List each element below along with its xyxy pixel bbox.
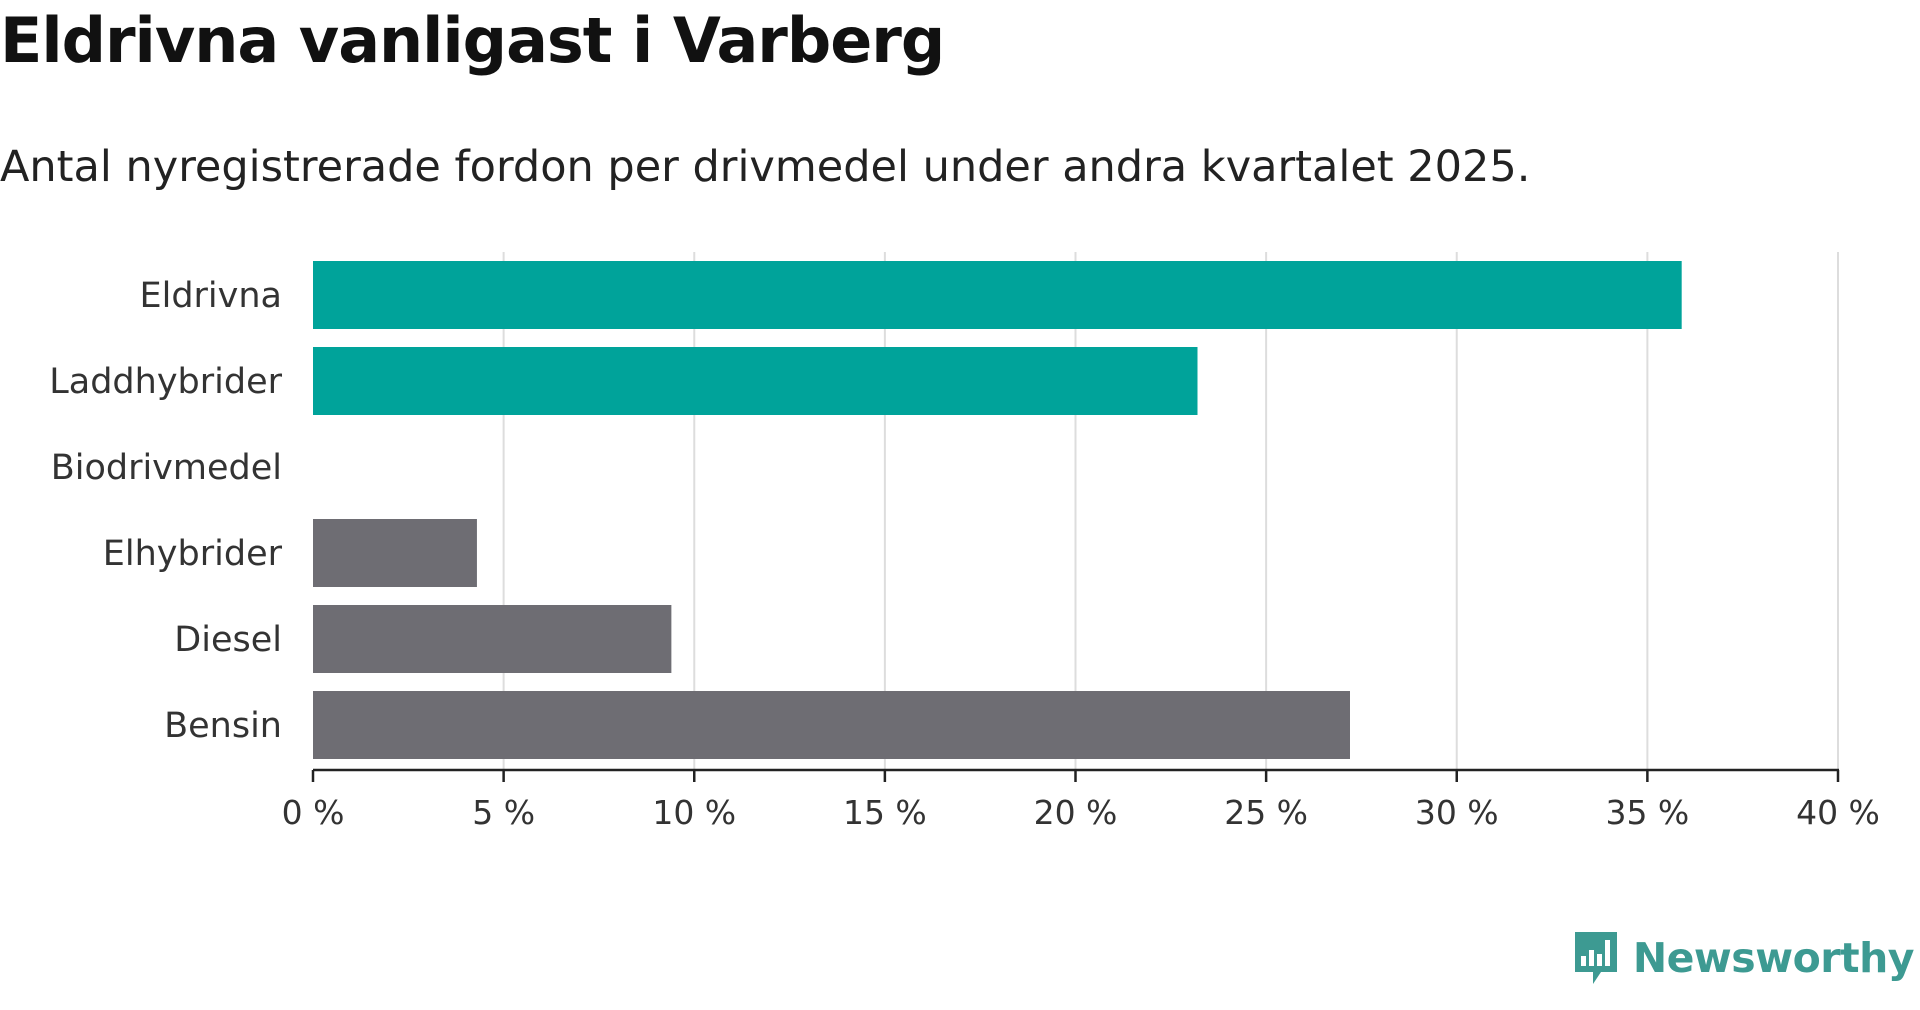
- x-tick-label: 25 %: [1224, 793, 1308, 832]
- bar-chart: Eldrivna Laddhybrider Biodrivmedel Elhybrid…: [49, 252, 1880, 832]
- category-label: Diesel: [174, 620, 282, 660]
- category-label: Biodrivmedel: [51, 448, 282, 488]
- gridlines: [502, 252, 1839, 770]
- bar: [313, 347, 1198, 415]
- x-tick-label: 5 %: [472, 793, 535, 832]
- x-tick-label: 10 %: [652, 793, 736, 832]
- category-label: Elhybrider: [103, 534, 283, 574]
- category-label: Eldrivna: [139, 276, 282, 316]
- brand-name: Newsworthy: [1632, 934, 1915, 982]
- category-label: Bensin: [164, 706, 282, 746]
- newsworthy-logo-icon: [1574, 932, 1617, 984]
- x-tick-label: 0 %: [282, 793, 345, 832]
- bar: [313, 519, 477, 587]
- bars: [313, 261, 1682, 759]
- x-tick-label: 20 %: [1034, 793, 1118, 832]
- x-tick-label: 15 %: [843, 793, 927, 832]
- chart-title: Eldrivna vanligast i Varberg: [0, 4, 945, 77]
- brand-logo: Newsworthy: [1571, 928, 1915, 988]
- x-tick-label: 30 %: [1415, 793, 1499, 832]
- x-tick-label: 35 %: [1605, 793, 1689, 832]
- bar: [313, 605, 672, 673]
- x-axis: 0 % 5 % 10 % 15 % 20 % 25 % 30 % 35 % 40 %: [282, 768, 1880, 832]
- category-label: Laddhybrider: [49, 362, 282, 402]
- category-labels: Eldrivna Laddhybrider Biodrivmedel Elhybrid…: [49, 276, 282, 746]
- bar: [313, 261, 1682, 329]
- x-tick-label: 40 %: [1796, 793, 1880, 832]
- chart-subtitle: Antal nyregistrerade fordon per drivmede…: [0, 142, 1531, 192]
- bar: [313, 691, 1350, 759]
